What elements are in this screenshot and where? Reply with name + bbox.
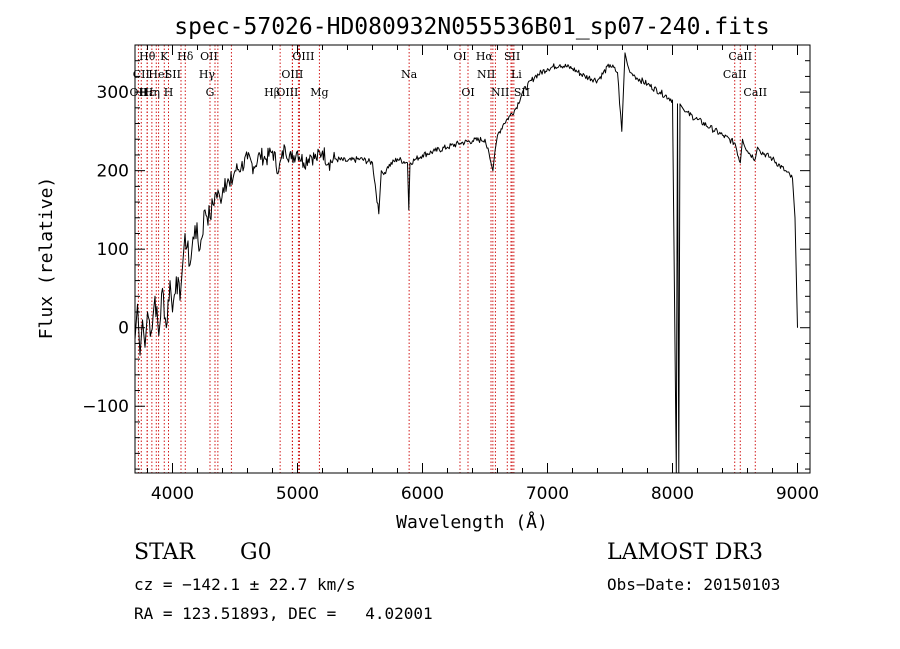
x-tick-label: 4000 (151, 484, 194, 504)
line-marker-label: OI (453, 50, 466, 63)
x-axis-label: Wavelength (Å) (396, 511, 548, 533)
line-marker-label: CaII (728, 50, 752, 63)
x-tick-label: 8000 (651, 484, 694, 504)
line-marker-label: Na (401, 68, 418, 81)
line-marker-label: OIII (281, 68, 303, 81)
line-marker-label: SII (504, 50, 520, 63)
spectrum-plot (134, 52, 798, 474)
x-tick-label: 7000 (526, 484, 569, 504)
line-marker-label: Mg (310, 86, 328, 99)
line-marker-label: CII (133, 68, 150, 81)
line-marker-label: Hβ (264, 86, 280, 99)
line-marker-label: G (206, 86, 215, 99)
line-marker-label: HeI (148, 68, 168, 81)
observation-date: Obs−Date: 20150103 (607, 575, 781, 594)
redshift-velocity: cz = −142.1 ± 22.7 km/s (134, 575, 356, 594)
line-marker-label: OI (461, 86, 474, 99)
plot-frame (134, 44, 811, 474)
line-marker-label: H (164, 86, 174, 99)
x-tick-label: 9000 (776, 484, 819, 504)
chart-title: spec-57026-HD080932N055536B01_sp07-240.f… (174, 14, 769, 40)
y-tick-label: −100 (82, 397, 129, 417)
object-class: STAR (134, 540, 195, 565)
x-tick-label: 6000 (401, 484, 444, 504)
line-marker-label: Hγ (199, 68, 216, 81)
line-marker-label: CaII (743, 86, 767, 99)
line-marker-label: NII (491, 86, 509, 99)
y-tick-label: 300 (97, 83, 129, 103)
line-marker-label: Li (511, 68, 522, 81)
line-marker-label: NII (477, 68, 495, 81)
sky-coordinates: RA = 123.51893, DEC = 4.02001 (134, 604, 433, 623)
line-marker-label: CaII (723, 68, 747, 81)
line-marker-label: K (160, 50, 169, 63)
y-axis-label: Flux (relative) (36, 177, 57, 340)
line-marker-label: OII (200, 50, 218, 63)
line-marker-label: SII (165, 68, 181, 81)
y-tick-label: 200 (97, 162, 129, 182)
line-marker-label: OIII (276, 86, 298, 99)
line-marker-label: Hδ (177, 50, 194, 63)
line-marker-label: Hε (139, 86, 155, 99)
line-marker-label: Hθ (139, 50, 156, 63)
y-tick-label: 100 (97, 240, 129, 260)
plot-axes: 4000 5000 6000 7000 8000 9000 −100 0 100 200 300 (82, 44, 819, 504)
line-marker-label: Hα (476, 50, 494, 63)
spectrum-line (134, 52, 798, 474)
line-marker-label: OIII (292, 50, 314, 63)
object-subclass: G0 (240, 540, 272, 565)
line-marker-label: Hη (144, 86, 160, 99)
survey-name: LAMOST DR3 (607, 540, 763, 565)
x-tick-label: 5000 (276, 484, 319, 504)
y-tick-label: 0 (118, 319, 129, 339)
